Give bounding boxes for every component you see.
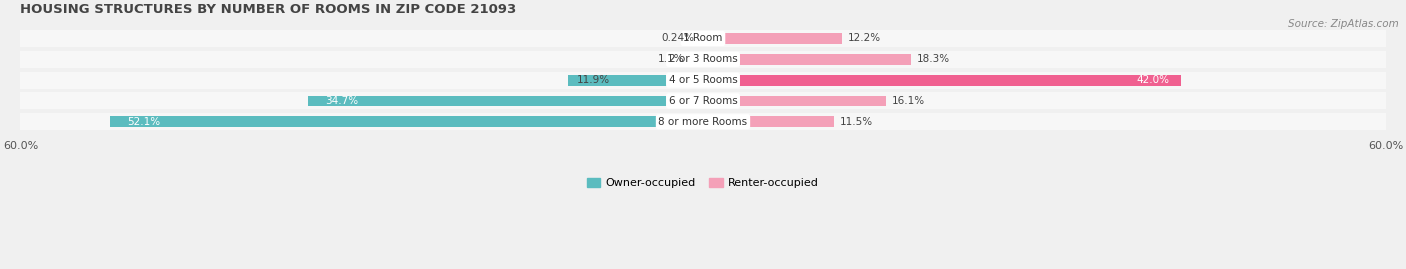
Bar — [703, 54, 911, 65]
Bar — [21, 113, 1385, 130]
Text: 4 or 5 Rooms: 4 or 5 Rooms — [669, 75, 737, 85]
Text: 11.9%: 11.9% — [576, 75, 610, 85]
Text: 1 Room: 1 Room — [683, 33, 723, 44]
Text: Source: ZipAtlas.com: Source: ZipAtlas.com — [1288, 19, 1399, 29]
Text: 1.1%: 1.1% — [658, 54, 685, 64]
Text: 52.1%: 52.1% — [128, 117, 160, 127]
Bar — [700, 33, 703, 44]
Bar — [703, 95, 886, 106]
Bar — [703, 33, 842, 44]
Text: 18.3%: 18.3% — [917, 54, 950, 64]
Text: 2 or 3 Rooms: 2 or 3 Rooms — [669, 54, 737, 64]
Text: 11.5%: 11.5% — [839, 117, 873, 127]
Legend: Owner-occupied, Renter-occupied: Owner-occupied, Renter-occupied — [582, 173, 824, 193]
Text: HOUSING STRUCTURES BY NUMBER OF ROOMS IN ZIP CODE 21093: HOUSING STRUCTURES BY NUMBER OF ROOMS IN… — [21, 3, 516, 16]
Bar — [21, 72, 1385, 89]
Text: 6 or 7 Rooms: 6 or 7 Rooms — [669, 96, 737, 106]
Text: 12.2%: 12.2% — [848, 33, 880, 44]
Bar — [21, 51, 1385, 68]
Bar — [21, 92, 1385, 109]
Bar — [21, 30, 1385, 47]
Bar — [690, 54, 703, 65]
Text: 42.0%: 42.0% — [1136, 75, 1170, 85]
Bar — [308, 95, 703, 106]
Text: 16.1%: 16.1% — [891, 96, 925, 106]
Text: 0.24%: 0.24% — [662, 33, 695, 44]
Bar — [110, 116, 703, 127]
Bar — [568, 75, 703, 86]
Text: 34.7%: 34.7% — [325, 96, 359, 106]
Bar — [703, 116, 834, 127]
Text: 8 or more Rooms: 8 or more Rooms — [658, 117, 748, 127]
Bar — [703, 75, 1181, 86]
